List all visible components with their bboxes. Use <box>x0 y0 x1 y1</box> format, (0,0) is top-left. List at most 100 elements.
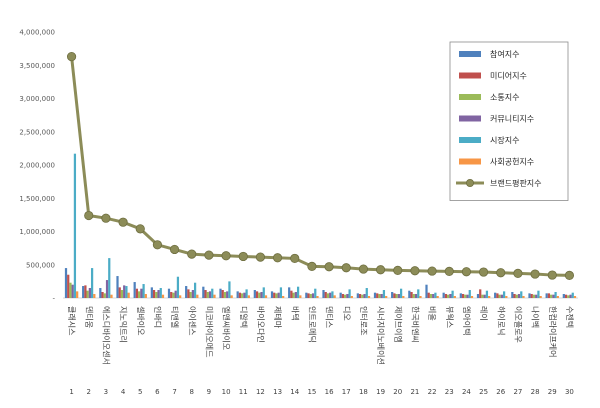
x-category-label: 한국비엔씨 <box>410 306 420 343</box>
bar-4-25 <box>502 291 506 298</box>
bar-2-18 <box>378 294 381 298</box>
bar-3-16 <box>346 294 349 298</box>
x-rank-label: 17 <box>342 388 351 396</box>
x-category-label: 바텍 <box>290 306 300 321</box>
line-point-8 <box>204 250 214 260</box>
bar-1-29 <box>564 294 568 298</box>
x-rank-label: 14 <box>290 388 299 396</box>
bar-5-12 <box>282 296 285 298</box>
bar-2-7 <box>189 292 192 298</box>
bar-5-24 <box>488 296 491 298</box>
line-point-20 <box>410 266 420 276</box>
bar-2-23 <box>464 294 467 298</box>
x-rank-label: 20 <box>393 388 402 396</box>
x-category-label: 인바디 <box>153 306 163 328</box>
legend-swatch-0 <box>459 51 481 57</box>
bar-3-24 <box>483 294 486 298</box>
x-category-label: 바이오다인 <box>256 306 266 343</box>
bar-3-20 <box>414 294 418 298</box>
bar-0-6 <box>167 288 171 298</box>
legend-label-6: 브랜드평판지수 <box>490 178 542 188</box>
line-point-4 <box>135 224 145 234</box>
bar-0-5 <box>150 287 153 298</box>
bar-4-29 <box>571 292 574 298</box>
bar-3-9 <box>226 291 229 298</box>
x-category-label: 시너지이노베이션 <box>376 306 386 365</box>
bar-1-17 <box>358 294 362 298</box>
bar-5-8 <box>213 294 216 298</box>
x-rank-label: 26 <box>496 388 505 396</box>
legend-label-1: 미디어지수 <box>490 71 527 81</box>
legend-label-3: 커뮤니티지수 <box>490 114 534 124</box>
x-rank-label: 10 <box>222 388 231 396</box>
bar-1-6 <box>170 292 173 298</box>
x-category-label: 이오플로우 <box>513 306 523 343</box>
bar-4-5 <box>159 288 162 298</box>
bar-1-27 <box>530 294 533 298</box>
x-rank-label: 2 <box>87 388 91 396</box>
bar-4-7 <box>193 282 197 298</box>
bar-5-11 <box>264 295 268 298</box>
bar-4-8 <box>211 288 214 298</box>
x-category-label: 셀바이오 <box>136 306 146 335</box>
line-point-0 <box>66 52 77 62</box>
x-rank-label: 12 <box>256 388 265 396</box>
line-point-1 <box>84 210 94 221</box>
bar-5-25 <box>505 296 508 298</box>
x-rank-label: 30 <box>565 388 574 396</box>
y-tick-label: 1,500,000 <box>19 195 55 203</box>
bar-2-2 <box>103 293 106 298</box>
x-category-label: 인트로메딕 <box>307 306 317 343</box>
bar-3-17 <box>363 294 366 298</box>
x-rank-label: 9 <box>207 388 211 396</box>
x-rank-label: 23 <box>445 388 454 396</box>
legend-label-4: 시장지수 <box>490 135 519 145</box>
bar-1-5 <box>152 290 156 298</box>
bar-0-4 <box>133 282 136 298</box>
bar-2-1 <box>86 290 89 298</box>
y-tick-label: 4,000,000 <box>19 29 55 37</box>
bar-2-24 <box>481 294 484 298</box>
y-tick-label: 2,000,000 <box>19 162 55 170</box>
bar-2-5 <box>155 292 158 298</box>
bar-5-23 <box>470 296 474 298</box>
bar-2-29 <box>567 295 570 298</box>
bar-3-27 <box>535 294 538 298</box>
bar-1-25 <box>496 293 499 298</box>
bar-1-1 <box>84 285 87 298</box>
bar-0-7 <box>185 286 188 298</box>
bar-4-22 <box>451 290 454 298</box>
bar-2-27 <box>532 294 536 298</box>
x-rank-label: 28 <box>531 388 540 396</box>
bar-0-3 <box>116 276 119 298</box>
bar-2-10 <box>241 293 244 298</box>
x-category-label: 인터로조 <box>359 306 369 335</box>
bar-5-17 <box>367 296 371 298</box>
bar-1-18 <box>376 293 379 298</box>
bar-3-13 <box>294 292 297 298</box>
bar-3-6 <box>174 290 177 298</box>
x-rank-label: 5 <box>138 388 142 396</box>
bar-5-18 <box>385 296 388 298</box>
bar-2-28 <box>550 294 553 298</box>
y-tick-label: 1,000,000 <box>19 228 55 236</box>
bar-0-1 <box>82 286 85 298</box>
bar-2-22 <box>447 294 450 298</box>
bar-4-0 <box>73 153 77 298</box>
bar-3-15 <box>329 292 332 298</box>
bar-4-15 <box>331 291 334 298</box>
bar-3-4 <box>140 288 143 298</box>
x-category-label: 미코바이오메드 <box>204 306 214 358</box>
bar-4-2 <box>108 258 111 298</box>
bar-1-22 <box>444 294 448 298</box>
x-rank-label: 21 <box>410 388 419 396</box>
x-category-label: 디오 <box>342 306 351 321</box>
bar-5-1 <box>93 294 96 298</box>
bar-5-27 <box>539 296 542 298</box>
x-rank-label: 18 <box>359 388 368 396</box>
bar-2-26 <box>515 294 518 298</box>
bar-0-8 <box>202 286 205 298</box>
bar-5-0 <box>76 291 79 298</box>
